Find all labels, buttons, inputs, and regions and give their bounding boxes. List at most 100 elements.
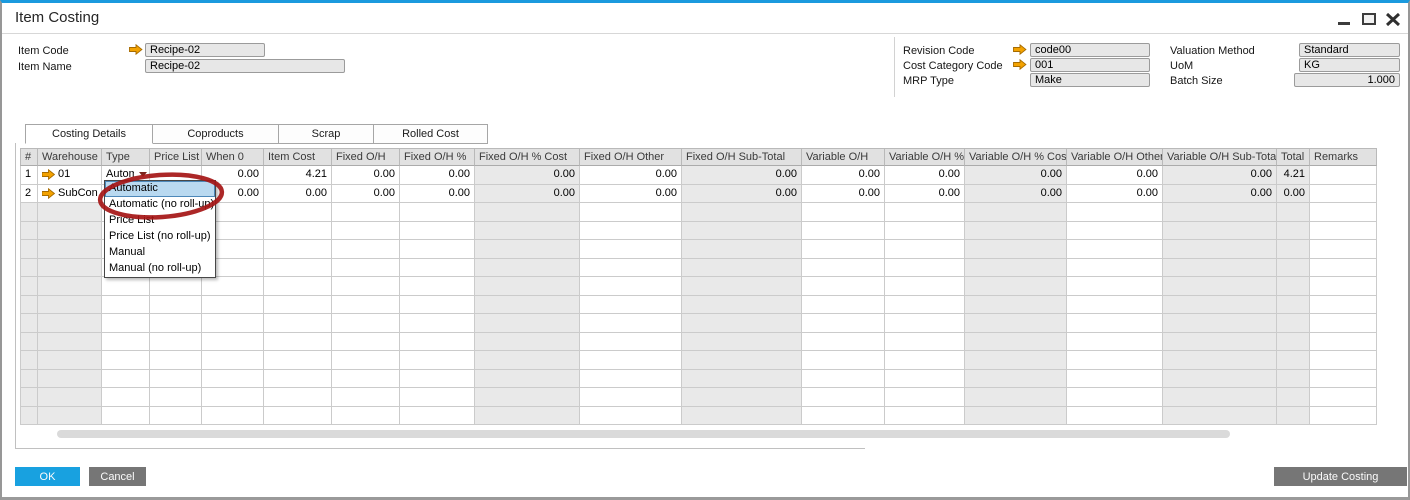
uom-field[interactable]: KG bbox=[1299, 58, 1400, 72]
link-arrow-icon[interactable] bbox=[1013, 44, 1027, 55]
tab-costing-details[interactable]: Costing Details bbox=[25, 124, 153, 144]
grid-cell bbox=[332, 332, 400, 351]
minimize-icon bbox=[1337, 22, 1350, 25]
grid-cell[interactable]: 0.00 bbox=[400, 184, 475, 203]
combo-arrow-icon[interactable] bbox=[139, 172, 147, 178]
dropdown-option[interactable]: Automatic (no roll-up) bbox=[109, 198, 215, 210]
grid-cell[interactable]: 0.00 bbox=[682, 166, 802, 185]
grid-cell[interactable]: 0.00 bbox=[264, 184, 332, 203]
grid-cell[interactable] bbox=[1310, 166, 1377, 185]
dropdown-option[interactable]: Manual bbox=[109, 246, 146, 258]
column-header[interactable]: Fixed O/H Sub-Total bbox=[682, 148, 802, 166]
dropdown-option[interactable]: Manual (no roll-up) bbox=[109, 262, 202, 274]
grid-cell[interactable]: 0.00 bbox=[332, 184, 400, 203]
grid-cell[interactable]: 0.00 bbox=[965, 166, 1067, 185]
tab-rolled-cost[interactable]: Rolled Cost bbox=[373, 124, 488, 144]
grid-cell bbox=[475, 258, 580, 277]
column-header[interactable]: Remarks bbox=[1310, 148, 1377, 166]
grid-cell[interactable]: 0.00 bbox=[1163, 166, 1277, 185]
grid-cell bbox=[802, 295, 885, 314]
link-arrow-icon[interactable] bbox=[1013, 59, 1027, 70]
item-code-label: Item Code bbox=[18, 45, 69, 57]
column-header[interactable]: Fixed O/H bbox=[332, 148, 400, 166]
grid-cell[interactable]: 0.00 bbox=[682, 184, 802, 203]
dropdown-option[interactable]: Price List (no roll-up) bbox=[109, 230, 211, 242]
column-header[interactable]: Warehouse bbox=[38, 148, 102, 166]
grid-cell[interactable]: 4.21 bbox=[1277, 166, 1310, 185]
grid-cell bbox=[885, 277, 965, 296]
maximize-button[interactable] bbox=[1360, 10, 1377, 28]
link-arrow-icon[interactable] bbox=[129, 44, 143, 55]
tab-scrap[interactable]: Scrap bbox=[278, 124, 374, 144]
cancel-button[interactable]: Cancel bbox=[89, 467, 146, 486]
batch-size-field[interactable]: 1.000 bbox=[1294, 73, 1400, 87]
column-header[interactable]: Fixed O/H % Cost bbox=[475, 148, 580, 166]
tab-coproducts[interactable]: Coproducts bbox=[152, 124, 279, 144]
grid-cell bbox=[475, 369, 580, 388]
column-header[interactable]: # bbox=[20, 148, 38, 166]
column-header[interactable]: Total bbox=[1277, 148, 1310, 166]
column-header[interactable]: Variable O/H Other bbox=[1067, 148, 1163, 166]
ok-button[interactable]: OK bbox=[15, 467, 80, 486]
column-header[interactable]: Variable O/H % bbox=[885, 148, 965, 166]
grid-cell[interactable]: 0.00 bbox=[802, 166, 885, 185]
link-arrow-icon[interactable] bbox=[42, 187, 55, 199]
grid-cell[interactable]: 0.00 bbox=[580, 166, 682, 185]
dropdown-option[interactable]: Automatic bbox=[105, 181, 215, 197]
column-header[interactable]: Variable O/H Sub-Total bbox=[1163, 148, 1277, 166]
tab-pane-border-bottom bbox=[15, 448, 865, 449]
grid-cell[interactable]: 0.00 bbox=[1163, 184, 1277, 203]
column-header[interactable]: Variable O/H % Cost bbox=[965, 148, 1067, 166]
grid-cell[interactable]: 0.00 bbox=[1277, 184, 1310, 203]
mrp-type-field[interactable]: Make bbox=[1030, 73, 1150, 87]
grid-cell[interactable]: 2 bbox=[20, 184, 38, 203]
grid-cell[interactable]: SubCon bbox=[38, 184, 102, 203]
column-header[interactable]: Fixed O/H Other bbox=[580, 148, 682, 166]
grid-cell[interactable]: 01 bbox=[38, 166, 102, 185]
item-name-field[interactable]: Recipe-02 bbox=[145, 59, 345, 73]
grid-cell bbox=[1277, 258, 1310, 277]
grid-cell bbox=[802, 314, 885, 333]
grid-cell[interactable] bbox=[1310, 184, 1377, 203]
grid-cell[interactable]: 0.00 bbox=[580, 184, 682, 203]
column-header[interactable]: Item Cost bbox=[264, 148, 332, 166]
grid-cell[interactable]: 0.00 bbox=[1067, 166, 1163, 185]
dropdown-option[interactable]: Price List bbox=[109, 214, 155, 226]
grid-cell[interactable]: 0.00 bbox=[885, 184, 965, 203]
item-code-field[interactable]: Recipe-02 bbox=[145, 43, 265, 57]
grid-cell[interactable]: 0.00 bbox=[1067, 184, 1163, 203]
grid-cell[interactable]: 0.00 bbox=[475, 184, 580, 203]
grid-cell bbox=[1163, 314, 1277, 333]
grid-cell bbox=[20, 277, 38, 296]
horizontal-scrollbar-thumb[interactable] bbox=[57, 430, 1230, 438]
grid-cell bbox=[1277, 240, 1310, 259]
grid-cell bbox=[802, 277, 885, 296]
grid-cell[interactable]: 0.00 bbox=[475, 166, 580, 185]
grid-cell[interactable]: 0.00 bbox=[802, 184, 885, 203]
column-header[interactable]: Type bbox=[102, 148, 150, 166]
grid-cell[interactable]: 0.00 bbox=[965, 184, 1067, 203]
grid-cell bbox=[332, 406, 400, 425]
grid-cell[interactable]: 0.00 bbox=[885, 166, 965, 185]
revision-code-field[interactable]: code00 bbox=[1030, 43, 1150, 57]
close-button[interactable] bbox=[1384, 10, 1401, 28]
grid-cell bbox=[150, 277, 202, 296]
minimize-button[interactable] bbox=[1335, 10, 1352, 28]
grid-cell bbox=[682, 388, 802, 407]
link-arrow-icon[interactable] bbox=[42, 169, 55, 181]
grid-cell[interactable]: 4.21 bbox=[264, 166, 332, 185]
costing-grid: # Warehouse Type Price List When 0 Item Cost F… bbox=[20, 148, 1377, 425]
valuation-method-field[interactable]: Standard bbox=[1299, 43, 1400, 57]
update-costing-button[interactable]: Update Costing bbox=[1274, 467, 1407, 486]
cost-category-code-field[interactable]: 001 bbox=[1030, 58, 1150, 72]
column-header[interactable]: When 0 bbox=[202, 148, 264, 166]
grid-cell bbox=[150, 332, 202, 351]
grid-cell bbox=[965, 332, 1067, 351]
grid-cell[interactable]: 0.00 bbox=[332, 166, 400, 185]
grid-cell bbox=[475, 406, 580, 425]
grid-cell[interactable]: 1 bbox=[20, 166, 38, 185]
column-header[interactable]: Price List bbox=[150, 148, 202, 166]
grid-cell[interactable]: 0.00 bbox=[400, 166, 475, 185]
column-header[interactable]: Fixed O/H % bbox=[400, 148, 475, 166]
column-header[interactable]: Variable O/H bbox=[802, 148, 885, 166]
